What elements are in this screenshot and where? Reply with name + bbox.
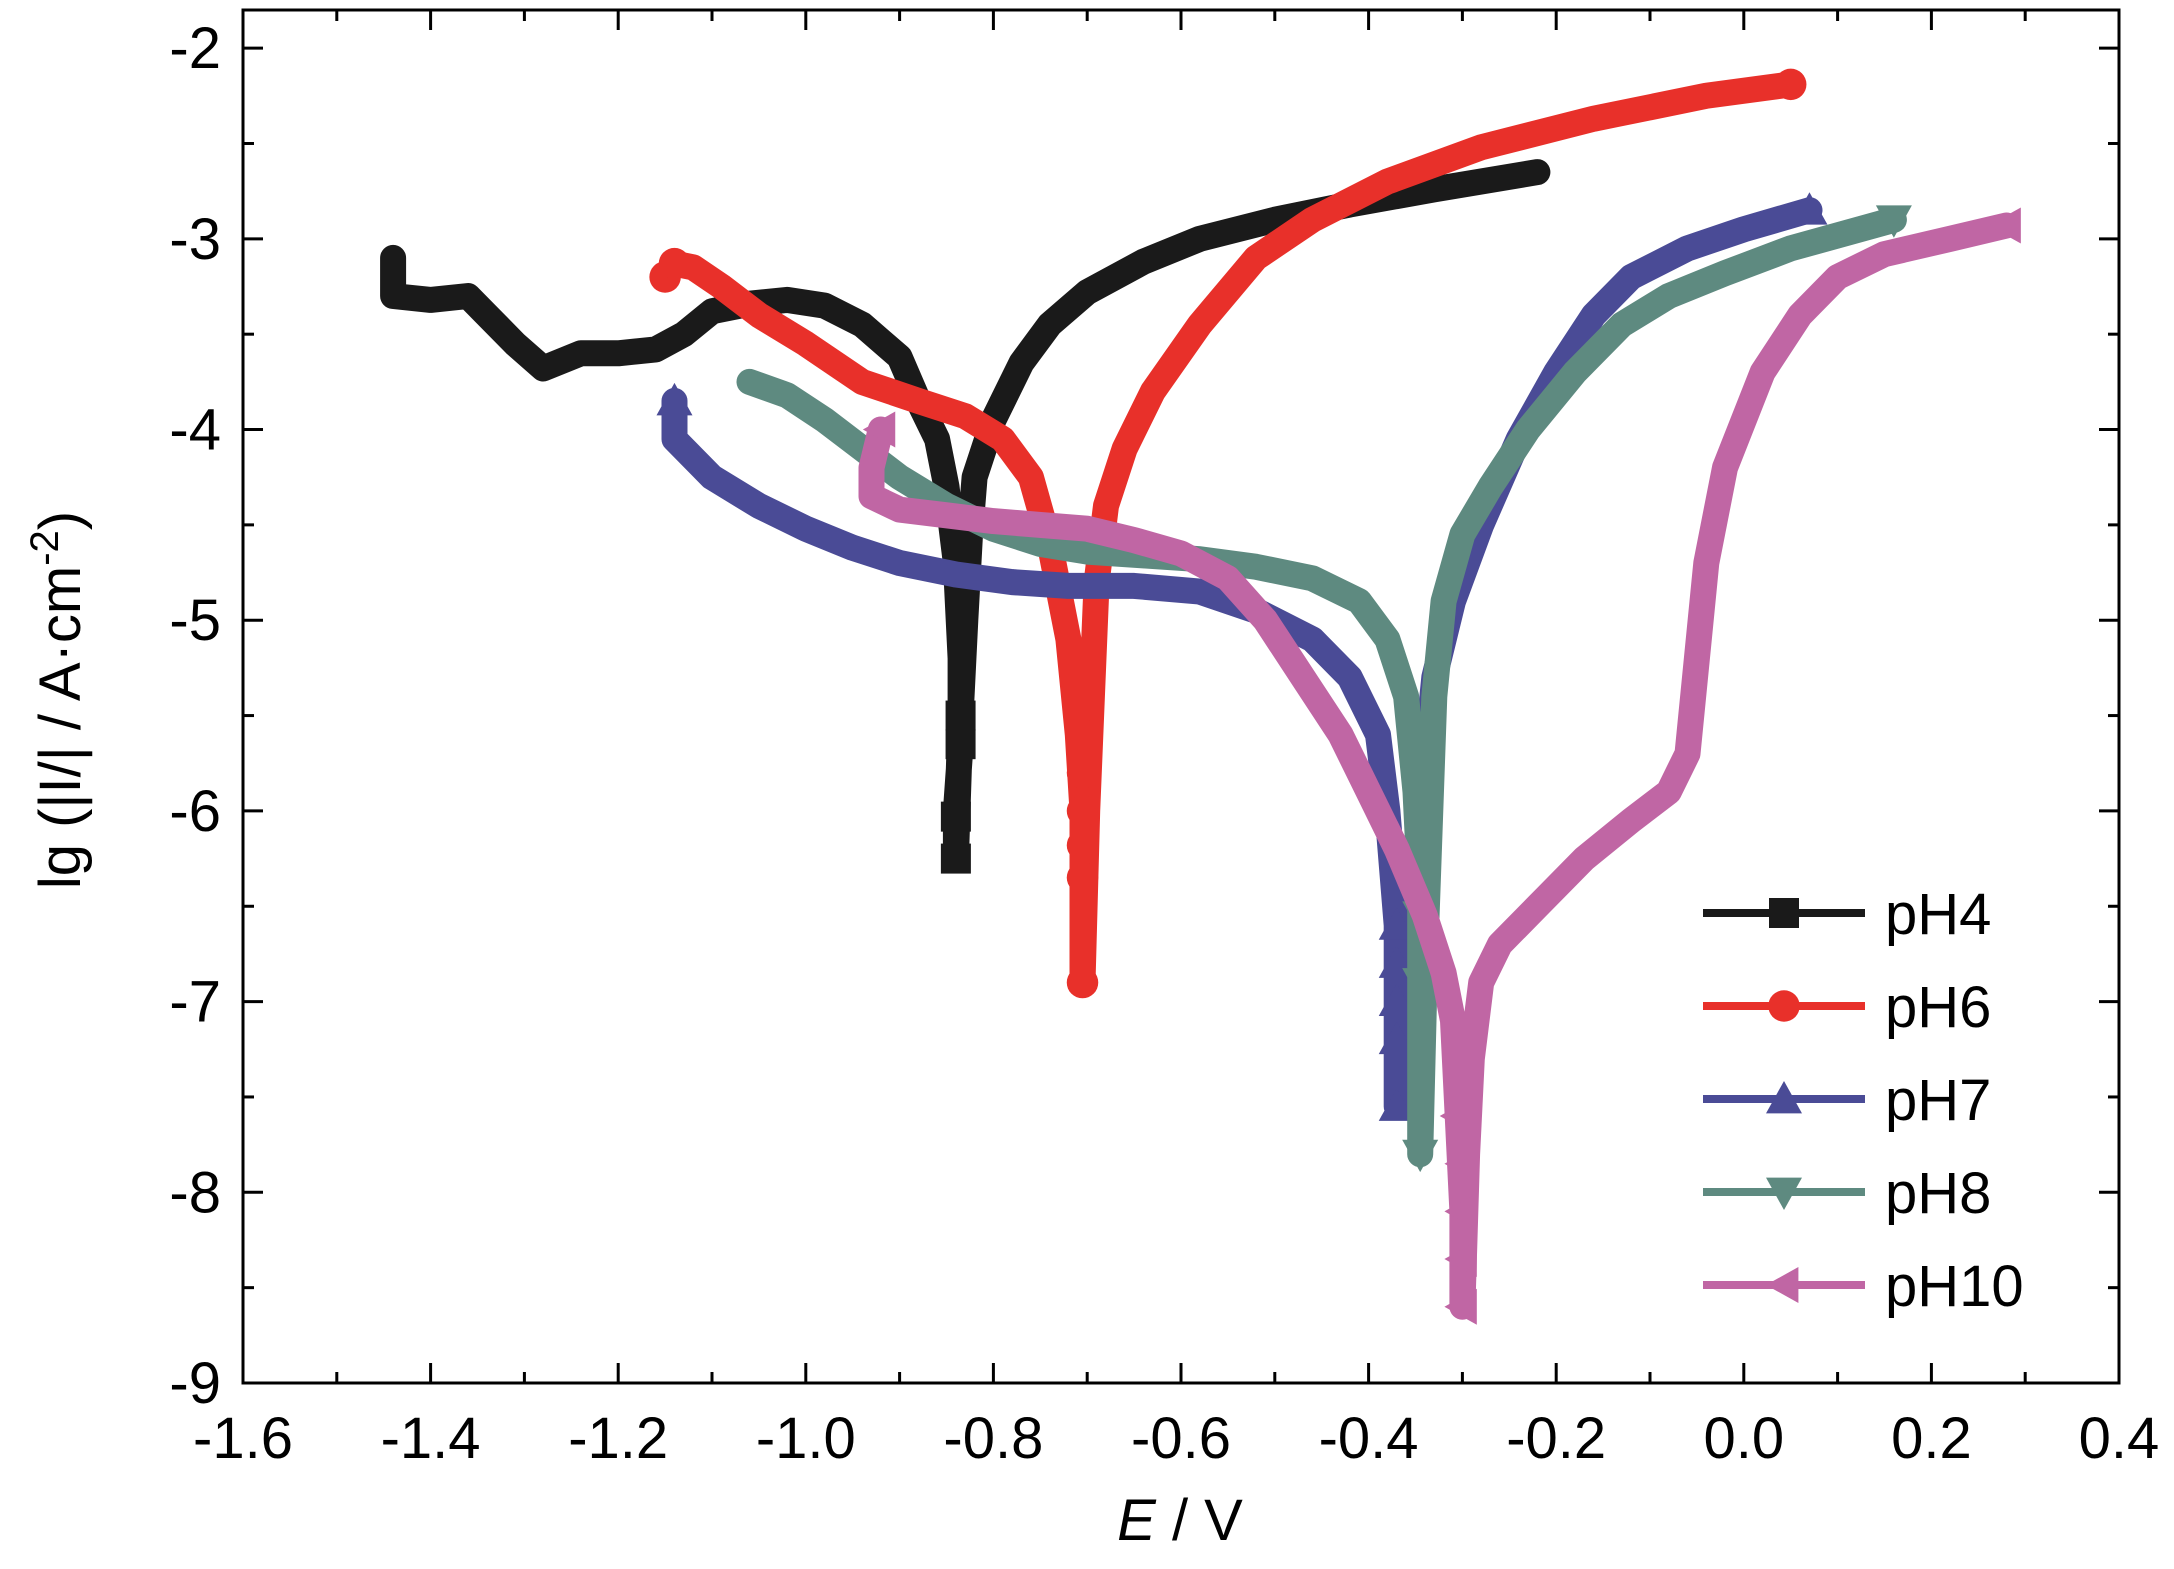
data-point-pH10: [1444, 1288, 1477, 1325]
y-tick-label: -8: [169, 1160, 221, 1225]
data-point-pH4: [945, 700, 976, 731]
series-layer: [380, 68, 2021, 1325]
legend-marker-pH6: [1768, 990, 1800, 1022]
x-tick-label: -1.4: [381, 1406, 481, 1471]
x-axis-label: E / V: [1117, 1488, 1243, 1553]
legend-label: pH4: [1885, 882, 1991, 947]
data-point-pH6: [1066, 718, 1099, 751]
y-tick-label: -3: [169, 207, 221, 272]
x-tick-label: -1.6: [193, 1406, 293, 1471]
data-point-pH7: [656, 382, 693, 416]
legend-item-pH6: pH6: [1703, 975, 1991, 1040]
series-pH6: [649, 68, 1807, 999]
data-point-pH10: [1439, 1098, 1473, 1135]
data-point-pH7: [1378, 1088, 1415, 1121]
series-pH4: [380, 159, 1551, 874]
x-tick-label: -1.2: [568, 1406, 668, 1471]
data-point-pH6: [1774, 68, 1807, 101]
series-line-pH7: [661, 197, 1823, 1120]
legend-label: pH10: [1885, 1254, 2024, 1319]
data-point-pH8: [1402, 968, 1439, 1001]
x-tick-labels: -1.6 -1.4 -1.2 -1.0 -0.8 -0.6 -0.4 -0.2 0.0 0.2 0.…: [193, 1406, 2159, 1471]
x-tick-label: 0.4: [2079, 1406, 2160, 1471]
legend-item-pH4: pH4: [1703, 882, 1991, 947]
data-point-pH6: [1066, 966, 1099, 999]
plot-area-frame: [241, 8, 2121, 1385]
data-point-pH7: [1378, 983, 1415, 1017]
y-axis-label: lg (|I/| / A·cm-2): [23, 511, 93, 889]
legend-marker-pH4: [1769, 898, 1799, 928]
axis-ticks: [241, 10, 2121, 1385]
data-point-pH6: [1066, 757, 1099, 789]
data-point-pH7: [1378, 907, 1415, 940]
y-tick-label: -5: [169, 588, 221, 653]
x-tick-label: -1.0: [756, 1406, 856, 1471]
data-point-pH6: [1066, 861, 1099, 894]
y-tick-label: -2: [169, 16, 221, 81]
legend-marker-pH7: [1766, 1081, 1802, 1114]
data-point-pH4: [945, 729, 976, 760]
legend-item-pH7: pH7: [1703, 1068, 1991, 1133]
y-tick-label: -4: [169, 398, 221, 463]
x-tick-label: 0.0: [1703, 1406, 1784, 1471]
legend-label: pH8: [1885, 1161, 1991, 1226]
series-pH10: [858, 207, 2021, 1325]
y-tick-label: -6: [169, 779, 221, 844]
data-point-pH6: [1066, 795, 1099, 827]
data-point-pH8: [1875, 205, 1912, 238]
legend-marker-pH10: [1766, 1267, 1799, 1303]
data-point-pH7: [1791, 192, 1828, 225]
series-pH8: [736, 205, 1912, 1173]
legend-label: pH7: [1885, 1068, 1991, 1133]
legend-marker-pH8: [1766, 1177, 1802, 1210]
data-point-pH4: [940, 801, 971, 832]
legend: pH4 pH6 pH7 pH8 pH10: [1703, 882, 2024, 1319]
data-point-pH8: [1402, 1139, 1439, 1173]
x-tick-label: -0.4: [1319, 1406, 1419, 1471]
legend-item-pH10: pH10: [1703, 1254, 2024, 1319]
x-tick-label: 0.2: [1891, 1406, 1972, 1471]
series-line-pH4: [380, 159, 1551, 872]
data-point-pH4: [940, 843, 971, 874]
data-point-pH6: [658, 247, 691, 280]
y-tick-label: -7: [169, 970, 221, 1035]
legend-item-pH8: pH8: [1703, 1161, 1991, 1226]
data-point-pH10: [1988, 207, 2021, 244]
x-tick-label: -0.6: [1131, 1406, 1231, 1471]
data-point-pH6: [1066, 829, 1099, 861]
x-tick-label: -0.8: [943, 1406, 1043, 1471]
data-point-pH10: [1444, 1193, 1477, 1230]
data-point-pH10: [862, 411, 896, 448]
data-point-pH7: [1378, 1021, 1415, 1055]
y-tick-label: -9: [169, 1351, 221, 1416]
legend-label: pH6: [1885, 975, 1991, 1040]
x-tick-label: -0.2: [1506, 1406, 1606, 1471]
y-tick-labels: -9 -8 -7 -6 -5 -4 -3 -2: [169, 16, 221, 1416]
data-point-pH10: [1444, 1145, 1477, 1182]
data-point-pH10: [1444, 1241, 1477, 1278]
series-pH7: [656, 192, 1828, 1121]
